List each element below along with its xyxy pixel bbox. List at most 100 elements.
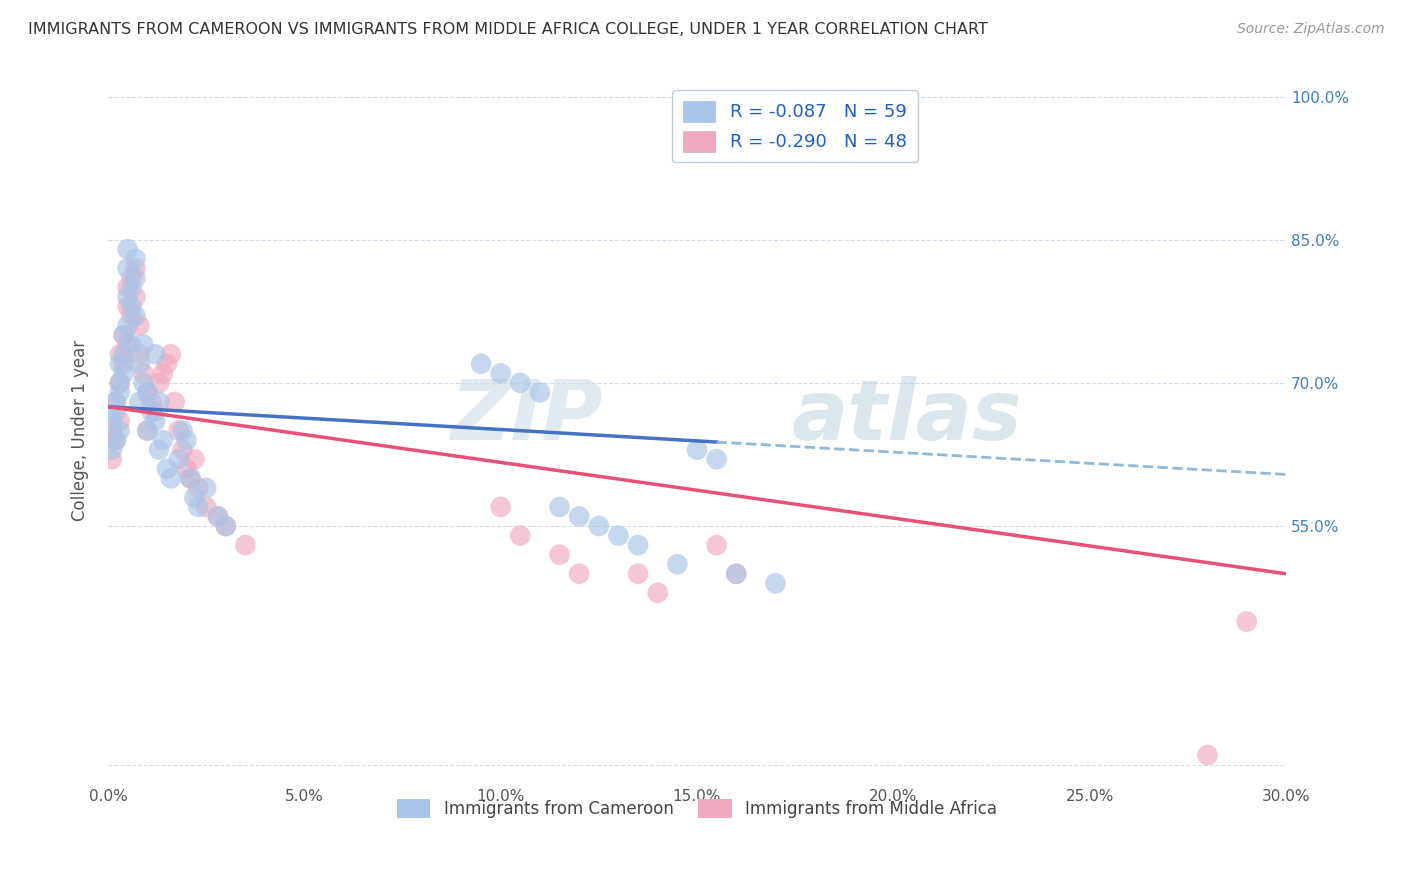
Text: atlas: atlas <box>792 376 1022 457</box>
Point <box>187 500 209 514</box>
Point <box>179 471 201 485</box>
Point <box>148 376 170 390</box>
Point <box>136 385 159 400</box>
Point <box>167 424 190 438</box>
Point <box>143 347 166 361</box>
Point <box>141 404 163 418</box>
Text: ZIP: ZIP <box>450 376 603 457</box>
Point <box>104 404 127 418</box>
Point <box>124 271 146 285</box>
Point <box>148 395 170 409</box>
Point <box>128 395 150 409</box>
Point <box>101 452 124 467</box>
Point <box>101 442 124 457</box>
Point <box>607 528 630 542</box>
Point <box>627 538 650 552</box>
Point <box>112 328 135 343</box>
Point <box>686 442 709 457</box>
Text: IMMIGRANTS FROM CAMEROON VS IMMIGRANTS FROM MIDDLE AFRICA COLLEGE, UNDER 1 YEAR : IMMIGRANTS FROM CAMEROON VS IMMIGRANTS F… <box>28 22 988 37</box>
Point <box>104 395 127 409</box>
Point <box>124 309 146 323</box>
Point <box>128 357 150 371</box>
Point <box>132 376 155 390</box>
Point <box>179 471 201 485</box>
Point <box>132 337 155 351</box>
Point <box>112 347 135 361</box>
Point <box>112 328 135 343</box>
Point <box>725 566 748 581</box>
Y-axis label: College, Under 1 year: College, Under 1 year <box>72 340 89 521</box>
Point <box>132 367 155 381</box>
Point <box>156 462 179 476</box>
Point <box>136 385 159 400</box>
Point <box>207 509 229 524</box>
Point <box>104 433 127 447</box>
Point <box>117 242 139 256</box>
Point <box>765 576 787 591</box>
Point <box>117 337 139 351</box>
Point <box>112 367 135 381</box>
Point <box>124 290 146 304</box>
Point <box>136 424 159 438</box>
Point <box>108 424 131 438</box>
Point <box>489 500 512 514</box>
Point <box>121 271 143 285</box>
Point <box>156 357 179 371</box>
Point <box>121 309 143 323</box>
Point <box>548 548 571 562</box>
Point <box>117 280 139 294</box>
Point <box>725 566 748 581</box>
Point <box>183 491 205 505</box>
Point <box>143 404 166 418</box>
Legend: Immigrants from Cameroon, Immigrants from Middle Africa: Immigrants from Cameroon, Immigrants fro… <box>391 792 1004 825</box>
Text: Source: ZipAtlas.com: Source: ZipAtlas.com <box>1237 22 1385 37</box>
Point <box>108 357 131 371</box>
Point <box>172 424 194 438</box>
Point <box>647 586 669 600</box>
Point <box>195 500 218 514</box>
Point <box>187 481 209 495</box>
Point <box>121 280 143 294</box>
Point <box>1197 748 1219 763</box>
Point <box>489 367 512 381</box>
Point <box>195 481 218 495</box>
Point <box>143 414 166 428</box>
Point <box>176 462 198 476</box>
Point <box>108 376 131 390</box>
Point <box>108 385 131 400</box>
Point <box>101 424 124 438</box>
Point <box>172 442 194 457</box>
Point <box>215 519 238 533</box>
Point <box>706 452 728 467</box>
Point <box>104 395 127 409</box>
Point <box>167 452 190 467</box>
Point <box>101 414 124 428</box>
Point <box>117 300 139 314</box>
Point <box>706 538 728 552</box>
Point <box>1236 615 1258 629</box>
Point <box>159 347 181 361</box>
Point <box>121 300 143 314</box>
Point <box>529 385 551 400</box>
Point <box>509 376 531 390</box>
Point <box>148 442 170 457</box>
Point <box>568 566 591 581</box>
Point <box>627 566 650 581</box>
Point <box>104 433 127 447</box>
Point <box>117 261 139 276</box>
Point <box>666 558 689 572</box>
Point <box>136 424 159 438</box>
Point <box>183 452 205 467</box>
Point <box>215 519 238 533</box>
Point <box>159 471 181 485</box>
Point <box>470 357 492 371</box>
Point <box>124 252 146 266</box>
Point <box>207 509 229 524</box>
Point <box>235 538 257 552</box>
Point <box>124 261 146 276</box>
Point <box>509 528 531 542</box>
Point <box>121 337 143 351</box>
Point <box>152 433 174 447</box>
Point <box>108 414 131 428</box>
Point <box>117 318 139 333</box>
